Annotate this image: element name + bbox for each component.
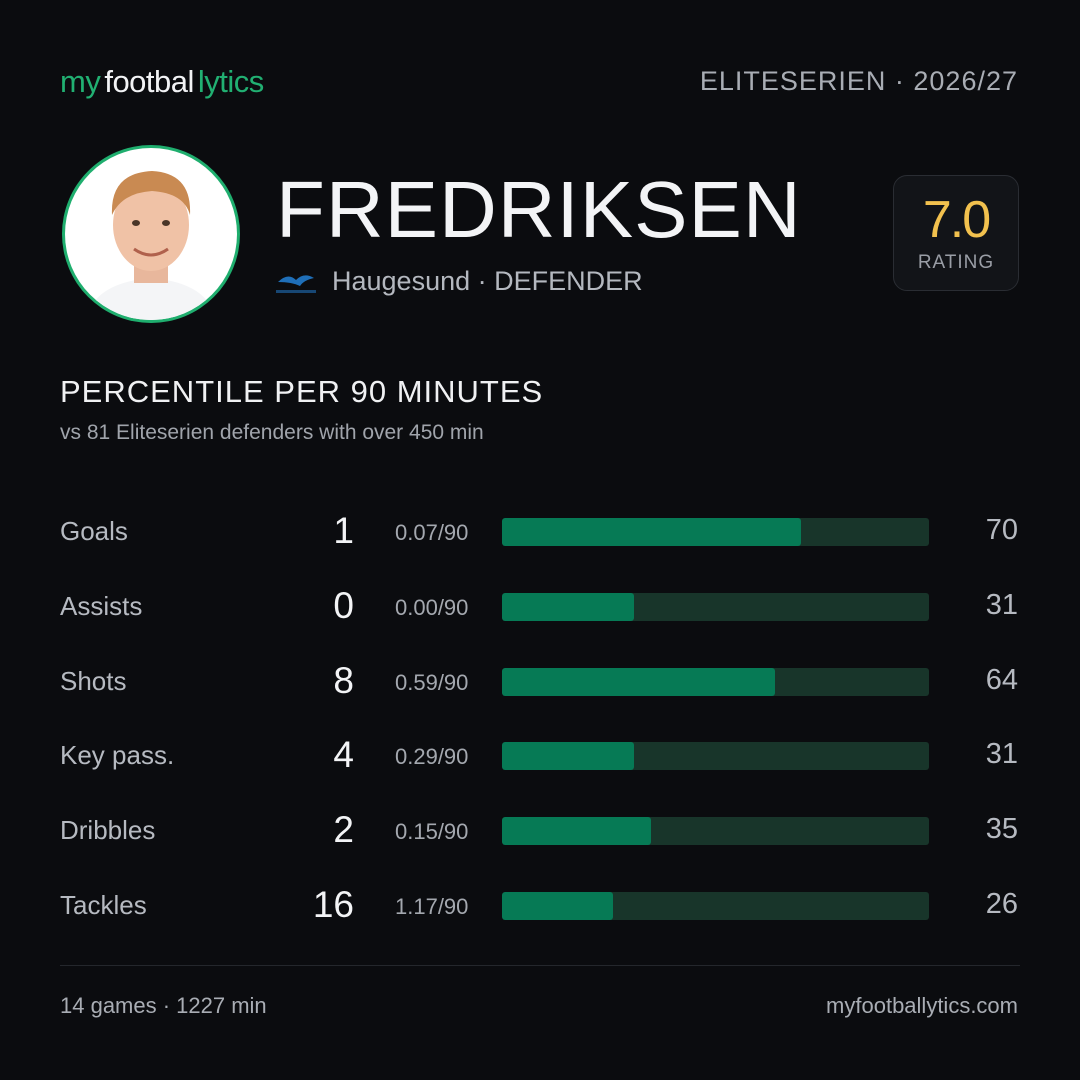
stat-label: Key pass. [60, 740, 175, 771]
rating-label: RATING [917, 252, 995, 273]
brand: my footbal lytics [60, 64, 264, 100]
stat-percentile: 64 [985, 663, 1018, 696]
stat-percentile: 31 [985, 588, 1018, 621]
stat-row: Key pass. 4 0.29/90 31 [0, 734, 1080, 776]
league: ELITESERIEN · 2026/27 [699, 66, 1018, 96]
brand-part: my [60, 64, 101, 99]
rating-box: 7.0 RATING [893, 175, 1019, 291]
bar-track [502, 892, 929, 920]
bar-track [502, 667, 929, 696]
stat-percentile: 26 [985, 888, 1018, 920]
brand-part: lytics [197, 64, 264, 99]
stat-percentile: 31 [985, 738, 1018, 771]
rating-value: 7.0 [922, 191, 991, 249]
bar-track [502, 817, 929, 846]
percentile-bar [502, 667, 776, 696]
stat-per90: 0.07/90 [395, 520, 469, 545]
stat-label: Goals [60, 516, 128, 546]
stat-count: 4 [333, 734, 354, 776]
bar-track [502, 742, 929, 771]
section-subtitle: vs 81 Eliteserien defenders with over 45… [60, 421, 484, 444]
footer-summary: 14 games · 1227 min [60, 993, 267, 1018]
section-title: PERCENTILE PER 90 MINUTES [60, 374, 544, 409]
stat-percentile: 70 [985, 514, 1018, 546]
stat-label: Assists [60, 590, 143, 621]
stat-count: 2 [333, 809, 354, 851]
player-name: FREDRIKSEN [276, 165, 802, 254]
brand-part: footbal [104, 64, 194, 99]
stat-count: 1 [333, 510, 354, 551]
stat-per90: 1.17/90 [395, 894, 469, 919]
stat-row: Dribbles 2 0.15/90 35 [0, 809, 1080, 851]
stat-count: 8 [333, 659, 354, 701]
bar-track [502, 592, 929, 621]
percentile-bar [502, 817, 652, 846]
stat-row: Tackles 16 1.17/90 26 [0, 884, 1080, 926]
stat-label: Shots [60, 665, 127, 696]
divider [60, 965, 1020, 966]
stat-count: 0 [333, 584, 354, 626]
stat-row: Assists 0 0.00/90 31 [0, 584, 1080, 627]
stat-percentile: 35 [985, 813, 1018, 846]
bar-track [502, 518, 929, 546]
team-text: Haugesund · DEFENDER [332, 266, 643, 296]
player-photo [62, 145, 240, 323]
club-logo [276, 275, 316, 293]
stat-label: Tackles [60, 890, 147, 920]
stat-count: 16 [312, 884, 354, 925]
team-line: Haugesund · DEFENDER [274, 266, 643, 297]
stat-per90: 0.15/90 [395, 819, 469, 845]
stat-row: Goals 1 0.07/90 70 [0, 510, 1080, 552]
footer-site: myfootballytics.com [826, 993, 1018, 1018]
stat-label: Dribbles [60, 815, 156, 846]
stat-per90: 0.59/90 [395, 669, 469, 695]
stat-row: Shots 8 0.59/90 64 [0, 659, 1080, 702]
percentile-bar [502, 592, 635, 621]
percentile-bar [502, 892, 614, 920]
percentile-bar [502, 518, 801, 546]
stat-per90: 0.29/90 [395, 744, 469, 770]
stat-per90: 0.00/90 [395, 594, 469, 620]
percentile-bar [502, 742, 635, 771]
